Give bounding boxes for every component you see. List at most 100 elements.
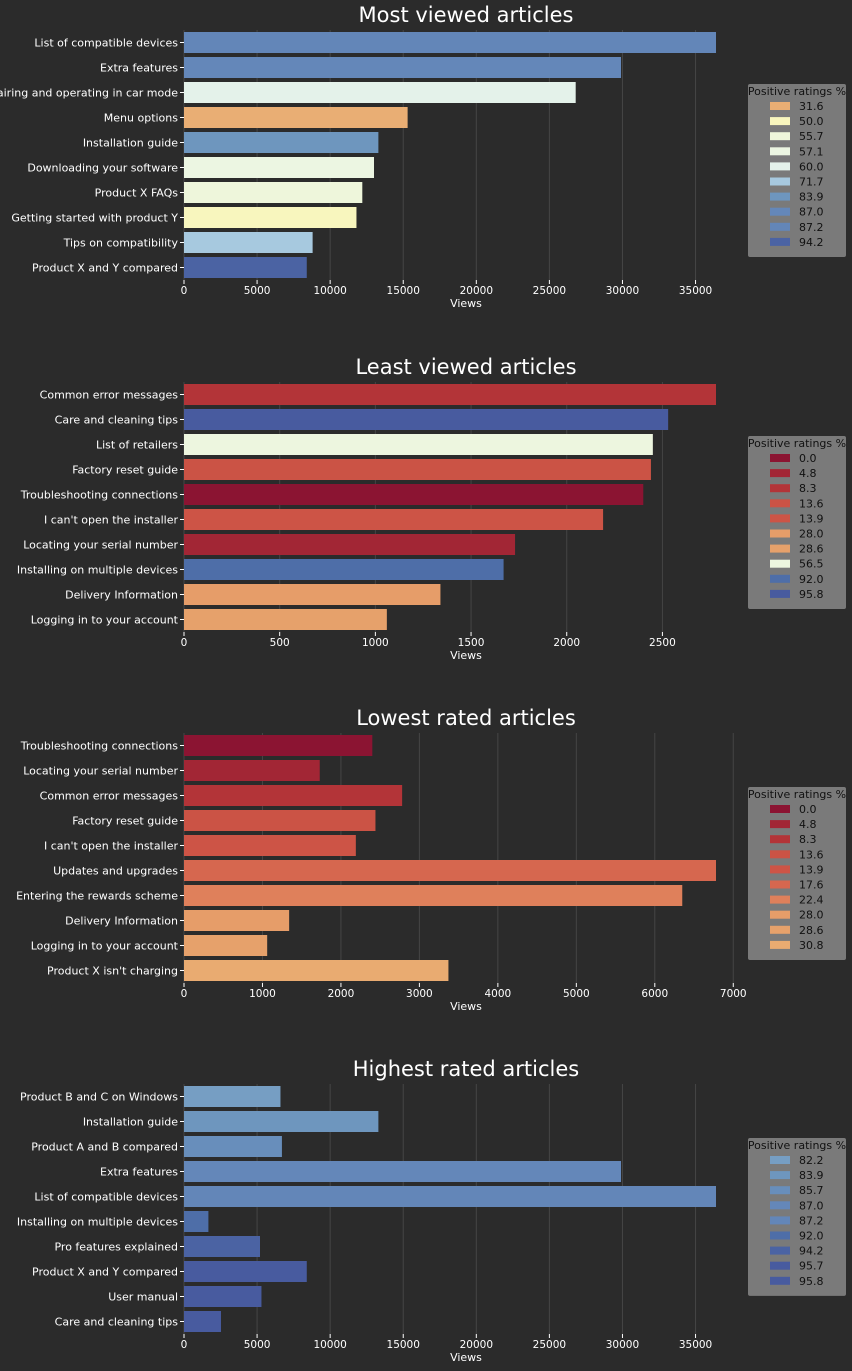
x-tick-label: 25000 (533, 1339, 566, 1351)
legend-label: 28.0 (799, 528, 824, 541)
legend-swatch (770, 469, 790, 478)
category-label: I can't open the installer (44, 514, 179, 527)
category-label: Entering the rewards scheme (16, 890, 178, 903)
category-label: Installing on multiple devices (17, 1216, 178, 1229)
legend-title: Positive ratings % (748, 85, 846, 98)
legend-swatch (770, 484, 790, 493)
legend-label: 50.0 (799, 115, 824, 128)
bar (184, 207, 357, 228)
bar (184, 1311, 221, 1332)
legend-label: 56.5 (799, 558, 824, 571)
x-tick-label: 30000 (606, 285, 639, 297)
bar (184, 132, 379, 153)
category-label: Pro features explained (54, 1241, 178, 1254)
bar (184, 534, 516, 555)
legend-label: 95.8 (799, 588, 824, 601)
legend-swatch (770, 574, 790, 583)
legend-label: 55.7 (799, 130, 824, 143)
bar (184, 860, 716, 881)
bar (184, 559, 504, 580)
chart-panel: Highest rated articles Product B and C on… (17, 1057, 846, 1364)
bar (184, 810, 376, 831)
category-label: Installing on multiple devices (17, 564, 178, 577)
legend-box (748, 84, 846, 257)
bar (184, 384, 716, 405)
category-label: Product X and Y compared (32, 262, 178, 275)
legend-label: 13.6 (799, 848, 824, 861)
bar (184, 1161, 621, 1182)
category-label: Installation guide (83, 137, 178, 150)
category-label: Logging in to your account (31, 614, 179, 627)
legend-label: 87.0 (799, 206, 824, 219)
x-tick-label: 20000 (460, 285, 493, 297)
x-tick-label: 10000 (313, 1339, 346, 1351)
category-label: Pairing and operating in car mode (0, 87, 178, 100)
legend-label: 4.8 (799, 818, 817, 831)
legend-swatch (770, 1186, 790, 1195)
legend-label: 13.9 (799, 512, 824, 525)
legend-swatch (770, 805, 790, 813)
bar (184, 735, 373, 756)
legend-swatch (770, 529, 790, 538)
x-tick-label: 2500 (649, 637, 676, 649)
legend-label: 82.2 (799, 1154, 824, 1167)
legend-label: 28.6 (799, 924, 824, 937)
bar (184, 484, 644, 505)
x-axis-label: Views (450, 297, 482, 310)
x-tick-label: 1000 (362, 637, 389, 649)
x-tick-label: 20000 (460, 1339, 493, 1351)
legend-label: 95.8 (799, 1275, 824, 1288)
x-tick-label: 5000 (244, 285, 271, 297)
legend-label: 22.4 (799, 894, 824, 907)
legend-swatch (770, 192, 790, 201)
chart-title: Least viewed articles (355, 355, 576, 379)
legend-title: Positive ratings % (748, 788, 846, 801)
legend-swatch (770, 1156, 790, 1164)
legend-swatch (770, 559, 790, 568)
legend-swatch (770, 835, 790, 844)
bar (184, 1236, 260, 1257)
x-tick-label: 7000 (720, 988, 747, 1000)
x-tick-label: 0 (181, 285, 188, 297)
legend-label: 92.0 (799, 1230, 824, 1243)
x-tick-label: 3000 (406, 988, 433, 1000)
category-label: Locating your serial number (23, 765, 178, 778)
category-label: Delivery Information (65, 915, 178, 928)
chart-panel: Least viewed articles Common error messag… (17, 355, 846, 662)
legend-box (748, 436, 846, 609)
legend-label: 60.0 (799, 160, 824, 173)
category-label: List of compatible devices (34, 37, 178, 50)
bar (184, 835, 356, 856)
bar (184, 1211, 209, 1232)
legend-swatch (770, 895, 790, 904)
bar (184, 1136, 282, 1157)
legend-label: 87.0 (799, 1199, 824, 1212)
bar (184, 1086, 281, 1107)
legend-label: 31.6 (799, 100, 824, 113)
legend-label: 13.6 (799, 497, 824, 510)
legend-label: 83.9 (799, 191, 824, 204)
x-tick-label: 35000 (679, 285, 712, 297)
bar (184, 107, 408, 128)
category-label: Care and cleaning tips (55, 414, 179, 427)
legend-label: 94.2 (799, 1245, 824, 1258)
legend-swatch (770, 544, 790, 553)
legend-label: 57.1 (799, 145, 824, 158)
legend-swatch (770, 207, 790, 216)
x-tick-label: 15000 (387, 285, 420, 297)
legend-label: 95.7 (799, 1260, 824, 1273)
category-label: Product X and Y compared (32, 1266, 178, 1279)
x-axis-label: Views (450, 649, 482, 662)
bar (184, 32, 716, 53)
legend-swatch (770, 589, 790, 598)
bar (184, 157, 374, 178)
category-label: Updates and upgrades (53, 865, 178, 878)
x-tick-label: 0 (181, 988, 188, 1000)
legend-swatch (770, 1231, 790, 1240)
legend-label: 92.0 (799, 573, 824, 586)
category-label: Delivery Information (65, 589, 178, 602)
bar (184, 232, 313, 253)
legend-box (748, 787, 846, 960)
legend-label: 8.3 (799, 482, 817, 495)
legend-swatch (770, 102, 790, 110)
